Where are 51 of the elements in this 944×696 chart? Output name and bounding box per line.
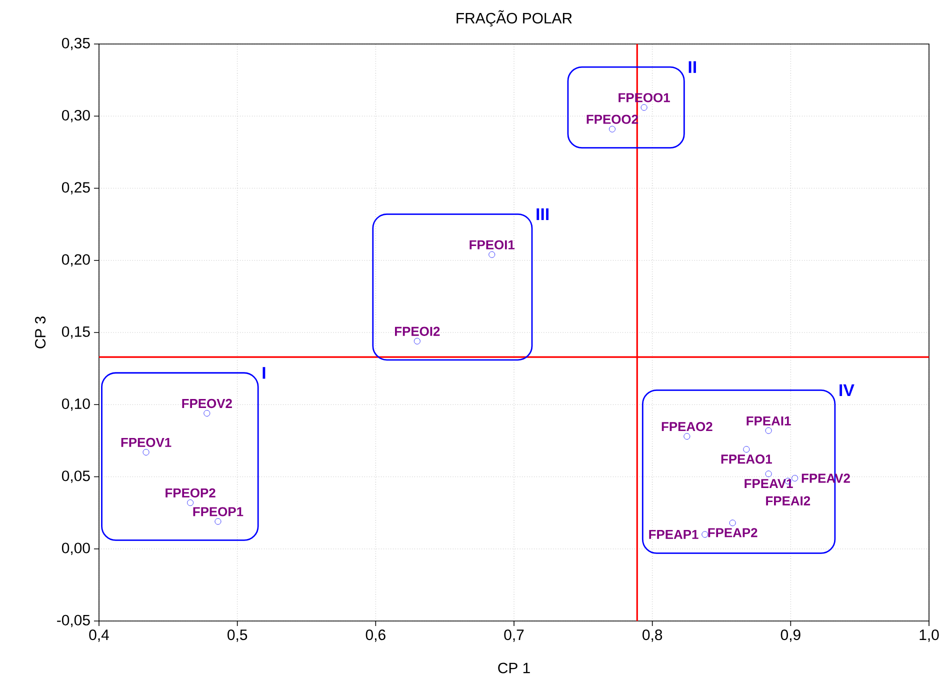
point bbox=[743, 446, 750, 453]
y-axis-title: CP 3 bbox=[34, 316, 46, 348]
y-tick-label: 0,20 bbox=[62, 254, 90, 267]
x-axis-title: CP 1 bbox=[498, 662, 530, 674]
x-tick-label: 0,6 bbox=[366, 630, 386, 642]
text: II bbox=[688, 61, 696, 73]
data-label: FPEAI2 bbox=[766, 496, 810, 506]
data-label: FPEOI2 bbox=[395, 326, 440, 336]
point bbox=[792, 474, 798, 482]
point bbox=[204, 410, 210, 416]
point bbox=[765, 470, 772, 478]
data-label: FPEOP2 bbox=[166, 488, 216, 498]
data-label: FPEAP2 bbox=[708, 528, 758, 538]
point bbox=[765, 427, 772, 434]
point bbox=[702, 531, 708, 538]
chart-title: FRAÇÃO POLAR bbox=[456, 10, 572, 26]
y-tick-label: 0,30 bbox=[62, 110, 90, 122]
data-label: FPEAO1 bbox=[721, 454, 772, 464]
point bbox=[142, 449, 150, 456]
y-tick-label: 0,00 bbox=[62, 542, 90, 556]
y-tick-label: 0,05 bbox=[62, 470, 90, 483]
text: I bbox=[262, 367, 266, 379]
y-tick-label: 0,25 bbox=[62, 182, 90, 194]
y-tick-label: 0,15 bbox=[62, 326, 90, 339]
x-tick-label: 0,4 bbox=[89, 630, 109, 642]
x-tick-label: 0,7 bbox=[504, 630, 524, 642]
point bbox=[214, 518, 222, 525]
y-tick-label: 0,10 bbox=[62, 398, 90, 411]
x-tick-label: 0,8 bbox=[642, 630, 662, 642]
data-label: FPEAI1 bbox=[746, 416, 791, 426]
data-label: FPEOV1 bbox=[121, 438, 172, 448]
point bbox=[414, 338, 420, 344]
text: IV bbox=[840, 384, 854, 396]
point bbox=[684, 433, 690, 440]
data-label: FPEAO2 bbox=[662, 422, 712, 432]
point bbox=[488, 251, 496, 258]
x-tick-label: 0,5 bbox=[228, 630, 248, 642]
point bbox=[729, 520, 736, 526]
y-tick-label: -0,05 bbox=[57, 614, 90, 628]
data-label: FPEOP1 bbox=[193, 507, 244, 516]
data-label: FPEAP1 bbox=[649, 530, 698, 539]
point bbox=[187, 500, 194, 506]
data-label: FPEAV1 bbox=[744, 479, 793, 488]
y-tick-label: 0,35 bbox=[62, 38, 90, 50]
data-label: FPEOI1 bbox=[470, 240, 515, 250]
x-tick-label: 0,9 bbox=[780, 630, 800, 642]
x-tick-label: 1,0 bbox=[920, 630, 939, 642]
text: III bbox=[536, 208, 549, 220]
data-label: FPEOV2 bbox=[182, 398, 232, 408]
point bbox=[640, 104, 648, 111]
point bbox=[609, 126, 616, 132]
